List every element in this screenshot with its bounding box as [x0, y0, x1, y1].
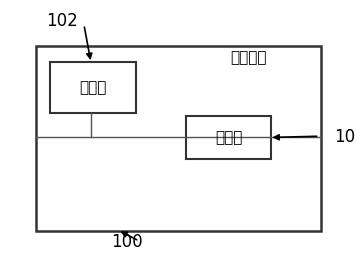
Text: 101: 101 — [334, 128, 357, 146]
Text: 电子设备: 电子设备 — [230, 50, 266, 65]
Bar — [36, 46, 321, 231]
Text: 处理器: 处理器 — [215, 130, 242, 145]
Bar — [186, 116, 271, 159]
Text: 存储器: 存储器 — [79, 80, 106, 95]
Text: 100: 100 — [111, 233, 142, 251]
Text: 102: 102 — [47, 12, 78, 30]
Bar — [50, 62, 136, 113]
